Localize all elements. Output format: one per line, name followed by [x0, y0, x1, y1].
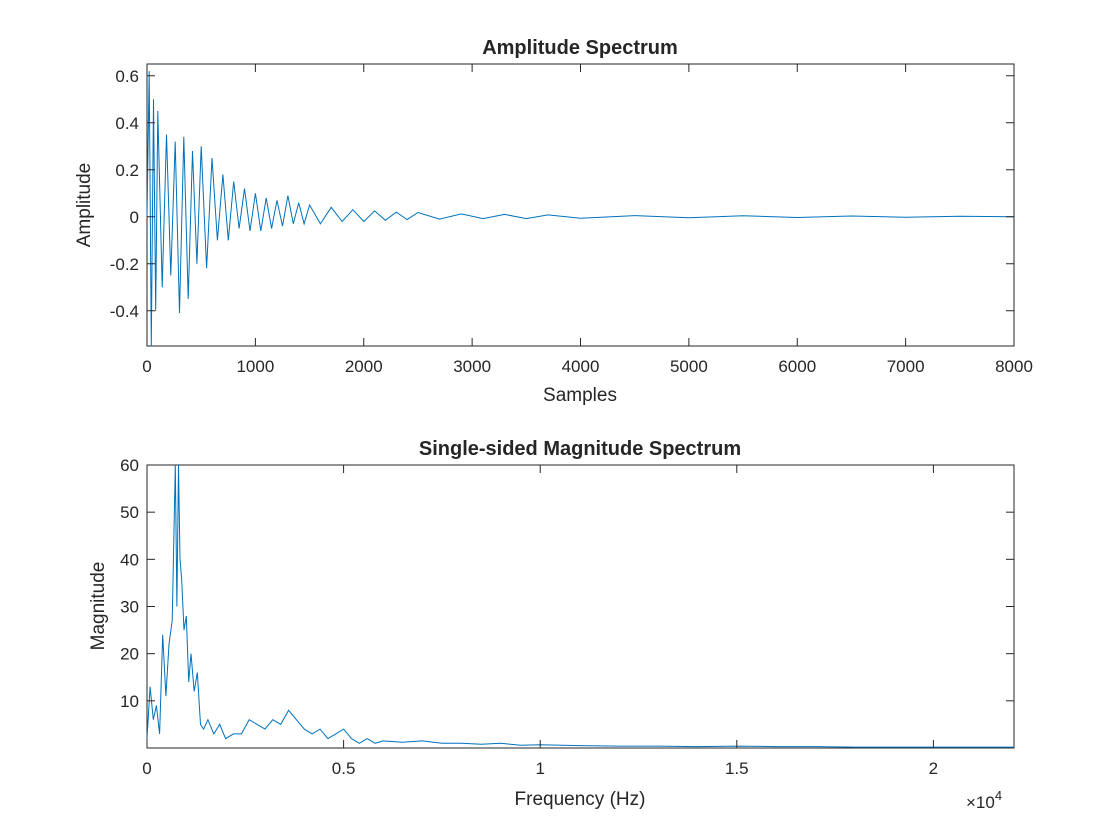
- plot-area: [146, 464, 1015, 749]
- x-tick-label: 0: [142, 357, 151, 376]
- x-tick-label: 4000: [562, 357, 600, 376]
- x-tick-label: 2000: [345, 357, 383, 376]
- y-ticks: -0.4 -0.2 0 0.2 0.4 0.6: [110, 67, 1014, 321]
- series-line: [146, 71, 1015, 347]
- y-tick-label: 20: [120, 645, 139, 664]
- x-exponent-power: 4: [995, 788, 1002, 803]
- y-tick-label: 40: [120, 550, 139, 569]
- y-tick-label: 10: [120, 692, 139, 711]
- x-exponent-label: ×104: [966, 788, 1002, 812]
- x-tick-label: 1000: [236, 357, 274, 376]
- series-layer: [146, 71, 1015, 347]
- y-tick-label: -0.2: [110, 255, 139, 274]
- x-ticks: 0 0.5 1 1.5 2: [142, 465, 938, 778]
- x-ticks: 0 1000 2000 3000 4000 5000 6000 7000 8000: [142, 64, 1033, 376]
- x-tick-label: 5000: [670, 357, 708, 376]
- x-tick-label: 6000: [778, 357, 816, 376]
- x-tick-label: 8000: [995, 357, 1033, 376]
- x-tick-label: 3000: [453, 357, 491, 376]
- y-tick-label: 0.2: [115, 161, 139, 180]
- x-tick-label: 7000: [887, 357, 925, 376]
- series-line: [146, 464, 1014, 748]
- y-tick-label: 30: [120, 598, 139, 617]
- y-tick-label: 50: [120, 503, 139, 522]
- y-ticks: 10 20 30 40 50 60: [120, 456, 1014, 711]
- x-tick-label: 0.5: [332, 759, 356, 778]
- plot-title: Amplitude Spectrum: [482, 37, 678, 59]
- x-tick-label: 1.5: [725, 759, 749, 778]
- y-tick-label: -0.4: [110, 302, 139, 321]
- magnitude-spectrum-plot: Single-sided Magnitude Spectrum 0 0.5 1 1.5…: [88, 438, 1015, 812]
- plot-title: Single-sided Magnitude Spectrum: [419, 438, 741, 460]
- series-layer: [146, 464, 1014, 748]
- plot-area: [146, 63, 1015, 347]
- x-tick-label: 1: [535, 759, 544, 778]
- x-tick-label: 2: [929, 759, 938, 778]
- y-tick-label: 0.6: [115, 67, 139, 86]
- y-tick-label: 0: [130, 208, 139, 227]
- amplitude-spectrum-plot: Amplitude Spectrum 0 1000 2000 3000 4000 5000…: [74, 37, 1033, 406]
- x-axis-label: Frequency (Hz): [515, 789, 646, 810]
- x-exponent-base: ×10: [966, 793, 995, 812]
- y-tick-label: 0.4: [115, 114, 139, 133]
- x-axis-label: Samples: [543, 385, 617, 406]
- y-axis-label: Amplitude: [74, 163, 95, 248]
- y-axis-label: Magnitude: [88, 562, 109, 651]
- x-tick-label: 0: [142, 759, 151, 778]
- y-tick-label: 60: [120, 456, 139, 475]
